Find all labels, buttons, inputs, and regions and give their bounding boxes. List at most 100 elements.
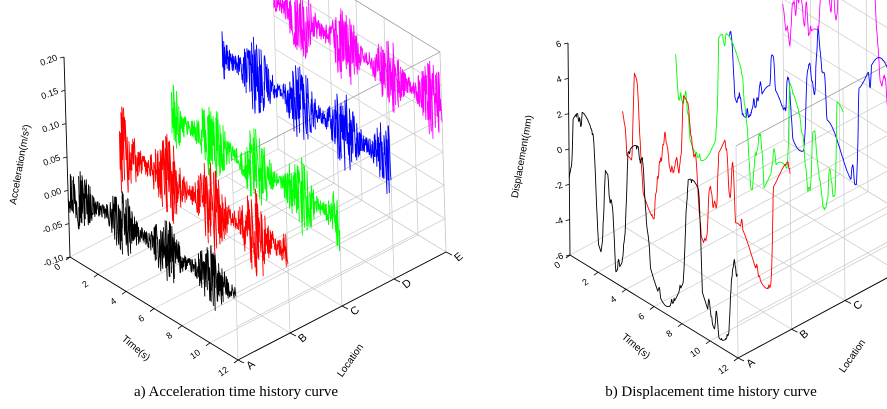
value-tick-label: -6 (554, 250, 565, 262)
grid-line (865, 0, 869, 192)
value-axis-title: Displacement(mm) (510, 114, 535, 199)
grid-line (783, 104, 887, 169)
value-tick-mark (61, 123, 67, 126)
grid-line (841, 0, 887, 28)
series-E-line (273, 0, 443, 139)
grid-line (730, 168, 887, 266)
value-tick-label: -0.05 (41, 219, 64, 235)
time-tick-label: 2 (80, 279, 90, 290)
grid-line (709, 245, 887, 342)
grid-line (623, 225, 792, 330)
grid-line (784, 0, 887, 64)
grid-line (233, 118, 443, 227)
location-tick-label: D (400, 277, 414, 291)
time-tick-mark (649, 306, 655, 310)
location-tick-label: E (452, 250, 465, 264)
grid-line (783, 69, 887, 134)
value-tick-mark (565, 183, 570, 186)
time-tick-label: 12 (216, 364, 230, 378)
location-tick-label: B (296, 331, 309, 345)
value-tick-mark (65, 256, 71, 259)
location-tick-mark (445, 251, 453, 256)
location-axis-title: Location (335, 342, 366, 379)
series-D-line (728, 28, 887, 186)
location-tick-label: C (851, 298, 865, 312)
value-tick-label: -4 (553, 215, 564, 227)
value-tick-label: 0.20 (39, 52, 59, 67)
value-tick-mark (564, 77, 569, 80)
location-tick-mark (791, 328, 798, 333)
time-axis-title: Time(s) (619, 332, 652, 362)
time-tick-mark (593, 271, 599, 276)
grid-line (225, 175, 395, 280)
location-tick-mark (737, 357, 745, 362)
time-tick-mark (149, 308, 155, 312)
time-tick-mark (621, 289, 627, 293)
grid-line (273, 0, 279, 150)
value-tick-label: 2 (555, 109, 563, 120)
time-tick-mark (677, 323, 683, 327)
value-tick-mark (565, 254, 571, 257)
location-tick-mark (341, 305, 349, 310)
series-E-line (782, 0, 887, 107)
series-A-line (568, 111, 738, 341)
time-tick-mark (205, 342, 211, 347)
location-tick-mark (393, 278, 401, 283)
grid-line (782, 0, 785, 141)
grid-line (782, 33, 887, 99)
time-tick-mark (233, 359, 239, 364)
value-tick-label: -2 (553, 180, 564, 192)
time-tick-mark (121, 291, 127, 295)
location-tick-label: B (798, 328, 811, 342)
time-tick-mark (705, 340, 711, 345)
time-tick-mark (177, 325, 183, 329)
location-tick-mark (844, 300, 852, 304)
value-tick-mark (63, 189, 69, 192)
frame-edge (231, 51, 441, 161)
value-tick-mark (64, 223, 70, 226)
grid-line (737, 277, 887, 359)
value-tick-label: 0.15 (40, 86, 60, 101)
grid-line (676, 197, 846, 301)
caption-b: b) Displacement time history curve (605, 384, 817, 400)
frame-edge (354, 0, 441, 53)
time-tick-label: 8 (164, 330, 174, 341)
value-tick-mark (563, 42, 569, 45)
location-tick-mark (289, 332, 297, 337)
series-C-line (170, 84, 341, 252)
series-D-line (221, 31, 392, 194)
grid-line (737, 277, 887, 359)
value-tick-label: 4 (555, 74, 563, 85)
caption-a: a) Acceleration time history curve (134, 384, 338, 400)
value-tick-label: 6 (555, 38, 563, 49)
frame-edge (735, 64, 887, 147)
value-tick-mark (62, 156, 68, 159)
value-axis-title: Acceleration(m/s²) (8, 124, 33, 206)
time-tick-label: 2 (580, 277, 590, 288)
time-tick-label: 6 (136, 313, 146, 324)
displacement-chart: 024681012ABCDE-6-4-20246Displacement(mm)… (510, 0, 887, 376)
value-tick-label: 0.05 (42, 152, 62, 167)
value-tick-mark (565, 219, 570, 222)
location-axis-line (737, 277, 887, 359)
grid-line (236, 218, 446, 327)
location-tick-label: A (744, 356, 758, 370)
grid-line (736, 99, 887, 182)
series-C-line (675, 33, 844, 211)
location-tick-label: C (348, 304, 362, 318)
time-tick-label: 4 (608, 294, 618, 305)
time-tick-label: 8 (664, 328, 674, 339)
time-tick-label: 6 (636, 311, 646, 322)
value-tick-label: 0.10 (41, 119, 61, 134)
time-tick-label: 10 (188, 347, 202, 361)
grid-line (276, 115, 446, 219)
time-tick-mark (733, 357, 739, 362)
grid-line (277, 148, 447, 253)
location-tick-label: A (244, 358, 258, 372)
grid-line (737, 242, 887, 323)
series-B-line (118, 106, 289, 277)
time-tick-label: 0 (52, 261, 62, 272)
value-tick-mark (564, 148, 570, 151)
